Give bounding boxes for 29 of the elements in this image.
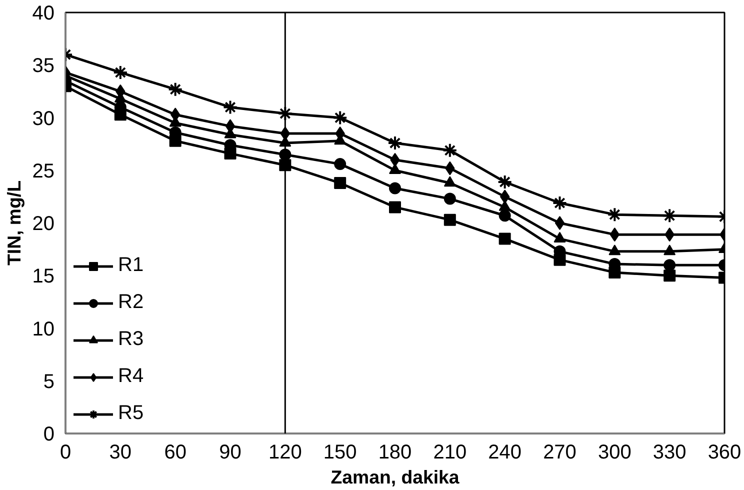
legend-label: R1 <box>118 254 144 277</box>
x-tick-label: 60 <box>164 442 186 464</box>
y-tick-label: 40 <box>32 2 55 24</box>
x-tick-label: 120 <box>268 442 302 464</box>
y-tick-label: 20 <box>32 213 55 235</box>
x-tick-label: 0 <box>60 442 72 464</box>
legend-label: R5 <box>118 402 144 425</box>
legend-label: R2 <box>118 291 144 314</box>
y-tick-label: 30 <box>32 108 55 130</box>
x-tick-label: 180 <box>378 442 412 464</box>
legend-label: R4 <box>118 365 144 388</box>
y-tick-label: 10 <box>32 318 55 340</box>
x-tick-label: 300 <box>598 442 632 464</box>
x-tick-label: 360 <box>708 442 742 464</box>
x-tick-label: 90 <box>219 442 242 464</box>
legend-label: R3 <box>118 328 144 351</box>
y-tick-label: 25 <box>32 160 55 182</box>
x-axis-title: Zaman, dakika <box>330 466 460 488</box>
y-tick-label: 35 <box>32 55 55 78</box>
x-tick-label: 150 <box>323 442 357 464</box>
x-tick-label: 210 <box>433 442 467 464</box>
y-tick-label: 5 <box>43 370 54 393</box>
x-tick-label: 270 <box>543 442 576 464</box>
y-tick-label: 0 <box>43 424 54 446</box>
x-tick-label: 30 <box>109 442 132 464</box>
y-tick-label: 15 <box>32 266 55 288</box>
x-tick-label: 330 <box>652 442 686 464</box>
x-tick-label: 240 <box>488 442 522 464</box>
y-axis-title: TIN, mg/L <box>3 180 24 266</box>
